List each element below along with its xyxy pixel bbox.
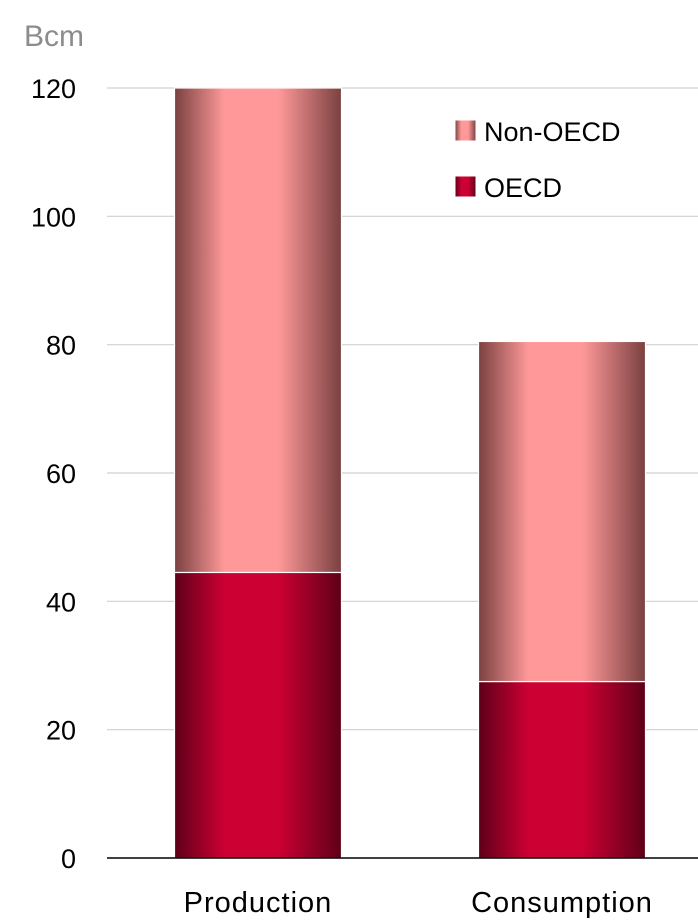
y-tick-label-100: 100 (31, 202, 76, 232)
x-axis-category-labels: Production Consumption (184, 887, 653, 919)
legend: Non-OECD OECD (454, 117, 621, 203)
x-category-label-consumption: Consumption (471, 887, 653, 919)
legend-label-oecd: OECD (484, 173, 562, 203)
bar-consumption-oecd (477, 680, 647, 859)
bar-consumption-non-oecd (477, 340, 647, 683)
y-tick-label-120: 120 (31, 74, 76, 104)
y-tick-label-60: 60 (46, 459, 76, 489)
y-axis-unit-label: Bcm (24, 20, 84, 53)
legend-swatch-oecd (454, 175, 477, 198)
y-axis-tick-labels: 0 20 40 60 80 100 120 (31, 74, 76, 874)
y-tick-label-80: 80 (46, 331, 76, 361)
bars (173, 87, 647, 859)
y-tick-label-20: 20 (46, 716, 76, 746)
y-tick-label-0: 0 (61, 844, 76, 874)
y-tick-label-40: 40 (46, 587, 76, 617)
bar-production-non-oecd (173, 87, 343, 574)
legend-label-non-oecd: Non-OECD (484, 117, 621, 147)
bar-production-oecd (173, 571, 343, 859)
legend-swatch-non-oecd (454, 119, 477, 142)
x-category-label-production: Production (184, 887, 333, 919)
